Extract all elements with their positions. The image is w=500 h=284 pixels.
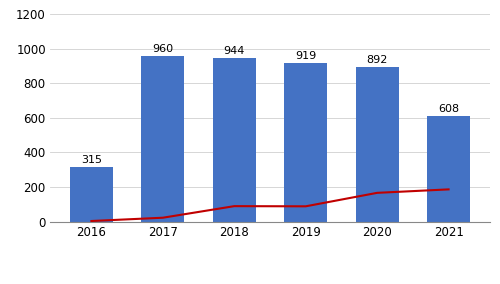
- Text: 186: 186: [448, 176, 468, 186]
- Bar: [70, 167, 113, 222]
- Text: 88: 88: [308, 193, 322, 203]
- Bar: [284, 63, 327, 222]
- Text: 315: 315: [81, 155, 102, 165]
- Text: 3: 3: [97, 208, 104, 218]
- Text: 944: 944: [224, 46, 245, 56]
- Bar: [213, 59, 256, 222]
- Text: 22: 22: [165, 204, 180, 215]
- Text: 608: 608: [438, 105, 459, 114]
- Bar: [142, 56, 184, 222]
- Bar: [427, 116, 470, 222]
- Bar: [356, 67, 399, 222]
- Legend: Corporate credit ratings, Bond credit ratings: Corporate credit ratings, Bond credit ra…: [98, 280, 442, 284]
- Text: 166: 166: [376, 180, 397, 190]
- Text: 89: 89: [236, 193, 250, 203]
- Text: 960: 960: [152, 43, 174, 54]
- Text: 919: 919: [295, 51, 316, 61]
- Text: 892: 892: [366, 55, 388, 65]
